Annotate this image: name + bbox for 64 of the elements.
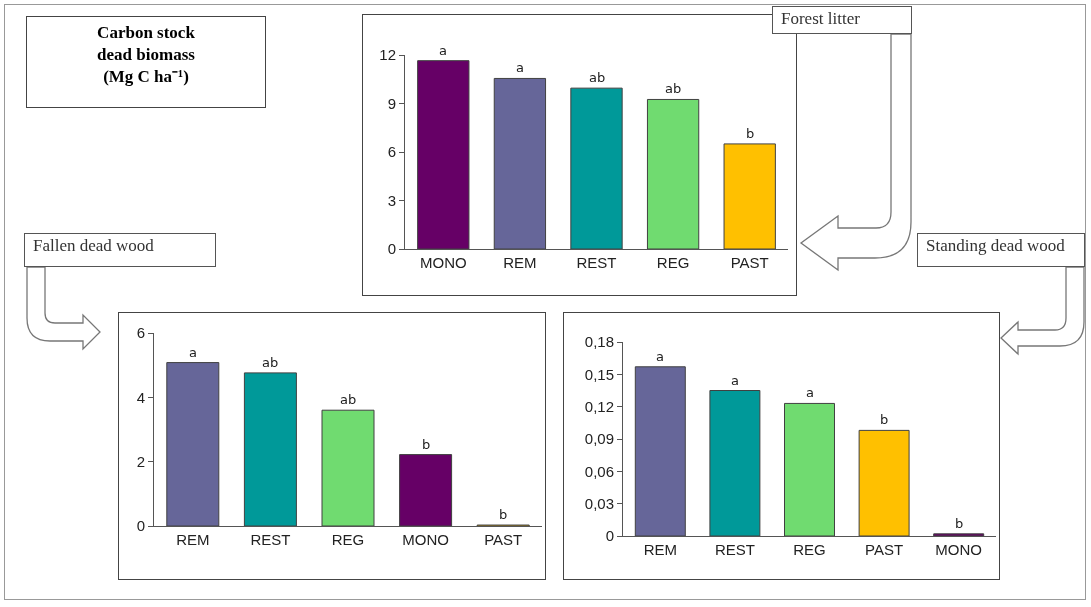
y-tick-label: 2	[136, 452, 145, 470]
y-tick-label: 6	[136, 324, 145, 342]
chart-title: Forest litter	[772, 6, 912, 34]
bar	[858, 429, 910, 536]
bar	[166, 362, 220, 526]
annotation: b	[499, 507, 508, 522]
bar	[570, 87, 623, 249]
annotation: a	[439, 43, 447, 58]
x-tick-label: MONO	[402, 531, 449, 548]
y-tick-label: 0	[387, 240, 396, 258]
y-tick-label: 0,15	[584, 365, 614, 383]
x-tick-label: REG	[793, 541, 826, 558]
y-tick-label: 4	[136, 388, 145, 406]
x-tick-label: REG	[331, 531, 365, 548]
bar	[243, 372, 297, 526]
y-tick-label: 0	[136, 517, 145, 535]
bar	[399, 454, 453, 526]
x-tick-label: REM	[176, 531, 210, 548]
x-tick-label: PAST	[865, 541, 904, 558]
bar	[933, 533, 985, 536]
x-tick-label: MONO	[935, 541, 983, 558]
y-tick-label: 0,06	[584, 462, 614, 480]
bar	[784, 402, 835, 536]
y-tick-label: 0	[605, 527, 614, 545]
annotation: b	[422, 437, 431, 452]
bar	[709, 390, 761, 536]
bar	[321, 409, 375, 526]
annotation: a	[806, 385, 814, 400]
annotation: ab	[589, 70, 606, 85]
annotation: b	[880, 412, 889, 427]
x-tick-label: REST	[576, 254, 617, 271]
annotation: a	[516, 60, 524, 75]
bar	[417, 60, 470, 249]
x-tick-label: PAST	[484, 531, 523, 548]
chart-title: Fallen dead wood	[24, 233, 216, 267]
y-tick-label: 0,09	[584, 430, 614, 448]
annotation: a	[189, 345, 197, 360]
annotation: b	[955, 516, 964, 531]
annotation: a	[656, 349, 664, 364]
x-tick-label: REG	[656, 254, 690, 271]
y-tick-label: 3	[387, 191, 396, 209]
x-tick-label: REM	[503, 254, 537, 271]
y-tick-label: 0,18	[584, 333, 614, 351]
x-tick-label: PAST	[730, 254, 769, 271]
y-tick-label: 0,12	[584, 397, 614, 415]
annotation: ab	[665, 81, 682, 96]
y-tick-label: 12	[379, 46, 396, 64]
y-tick-label: 6	[387, 143, 396, 161]
bar	[646, 98, 700, 249]
y-tick-label: 0,03	[584, 494, 614, 512]
x-tick-label: MONO	[419, 254, 467, 271]
chart-title: Standing dead wood	[917, 233, 1085, 267]
annotation: b	[746, 126, 755, 141]
text: Carbon stock dead biomass (Mg C ha⁻¹)	[26, 16, 266, 108]
bar	[723, 143, 776, 249]
x-tick-label: REST	[250, 531, 291, 548]
annotation: ab	[262, 355, 279, 370]
bar	[493, 77, 547, 249]
annotation: a	[731, 373, 739, 388]
annotation: ab	[340, 392, 357, 407]
bar	[634, 366, 686, 536]
x-tick-label: REM	[643, 541, 677, 558]
y-tick-label: 9	[387, 94, 396, 112]
x-tick-label: REST	[714, 541, 755, 558]
